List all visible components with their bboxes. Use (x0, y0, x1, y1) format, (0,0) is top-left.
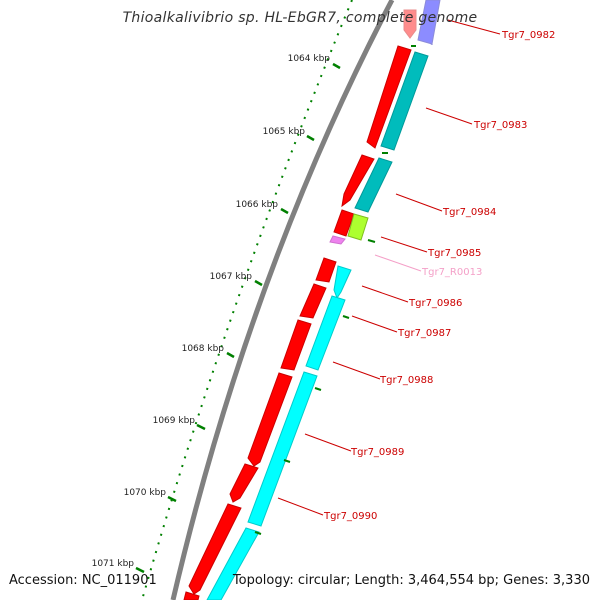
tick-dotted-arc-outer (141, 0, 353, 601)
feature-label[interactable]: Tgr7_R0013 (421, 267, 482, 278)
tick-mark (280, 207, 289, 215)
feature-label[interactable]: Tgr7_0982 (501, 30, 555, 41)
feature-label[interactable]: Tgr7_0984 (442, 207, 496, 218)
minus-strand-track (206, 0, 444, 601)
tick-mark (332, 62, 341, 70)
feature-label[interactable]: Tgr7_0983 (473, 120, 527, 131)
feature-label[interactable]: Tgr7_0988 (379, 375, 433, 386)
genome-summary-text: Topology: circular; Length: 3,464,554 bp… (232, 573, 590, 588)
gene-tgr7-0988-minus[interactable] (247, 371, 318, 527)
feature-tick-marks (254, 45, 416, 535)
label-leader-lines (277, 19, 501, 516)
ncrna-tgr7-r0013-arrow[interactable] (329, 235, 346, 245)
gene-tgr7-0985-arrow[interactable] (333, 209, 355, 237)
tick-label: 1071 kbp (92, 559, 135, 569)
tick-label: 1065 kbp (263, 127, 306, 137)
gene-tgr7-0984-arrow[interactable] (341, 154, 375, 208)
tick-label: 1064 kbp (288, 54, 331, 64)
gene-tgr7-0991-arrow[interactable] (183, 591, 200, 601)
feature-label[interactable]: Tgr7_0987 (397, 328, 451, 339)
gene-tgr7-0986-arrow[interactable] (315, 257, 337, 283)
tick-label: 1067 kbp (210, 272, 253, 282)
tick-label: 1066 kbp (236, 200, 279, 210)
tick-mark (196, 423, 206, 431)
gene-tgr7-0984-minus[interactable] (354, 157, 393, 213)
feature-label[interactable]: Tgr7_0986 (408, 298, 462, 309)
gene-tgr7-0987-minus[interactable] (305, 295, 346, 371)
gene-tgr7-0990a-arrow[interactable] (229, 463, 259, 503)
feature-label[interactable]: Tgr7_0985 (427, 248, 481, 259)
gene-tgr7-0988-arrow[interactable] (280, 319, 312, 371)
tick-mark (135, 566, 145, 574)
tick-label: 1069 kbp (153, 416, 196, 426)
gene-tgr7-0987-arrow[interactable] (299, 283, 327, 319)
gene-tgr7-0986-minus[interactable] (333, 265, 352, 300)
feature-label[interactable]: Tgr7_0990 (323, 511, 377, 522)
tick-mark (226, 351, 235, 359)
gene-tgr7-0990b-arrow[interactable] (188, 503, 242, 595)
gene-tgr7-0983-minus[interactable] (380, 51, 429, 151)
genome-backbone (170, 0, 395, 601)
selected-feature-highlight (400, 0, 444, 44)
rrna-tgr7-0985[interactable] (347, 213, 369, 241)
tick-label: 1068 kbp (182, 344, 225, 354)
tick-mark (167, 495, 177, 503)
plus-strand-track (183, 9, 417, 601)
genome-title: Thioalkalivibrio sp. HL-EbGR7, complete … (122, 10, 478, 26)
tick-label: 1070 kbp (124, 488, 167, 498)
feature-label[interactable]: Tgr7_0989 (350, 447, 404, 458)
gene-tgr7-0989-arrow[interactable] (247, 372, 293, 467)
accession-text: Accession: NC_011901 (9, 573, 157, 588)
tick-mark (306, 134, 315, 142)
tick-mark (254, 279, 263, 287)
coordinate-ticks: 1064 kbp 1065 kbp 1066 kbp 1067 kbp 1068 kbp… (92, 54, 341, 574)
gene-tgr7-0983-arrow[interactable] (366, 45, 412, 149)
feature-labels: Tgr7_0982 Tgr7_0983 Tgr7_0984 Tgr7_0985 Tgr7… (323, 30, 555, 522)
